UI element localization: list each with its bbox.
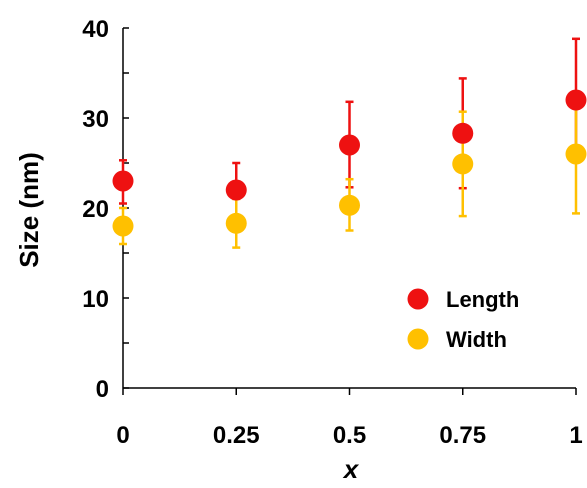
y-tick-label: 10 (82, 286, 109, 313)
x-tick-label: 0.5 (333, 422, 366, 449)
width-point (339, 194, 360, 216)
legend-marker-length (407, 288, 429, 310)
x-axis: 0 0.25 0.5 0.75 1 (116, 388, 583, 449)
length-point (225, 179, 247, 201)
x-axis-title: x (342, 454, 360, 484)
x-tick-label: 0.25 (213, 422, 260, 449)
x-tick-label: 0.75 (439, 422, 486, 449)
legend-label-width: Width (446, 327, 507, 352)
width-point (565, 143, 587, 165)
y-axis-title: Size (nm) (14, 152, 44, 268)
x-tick-label: 1 (569, 422, 582, 449)
width-point (112, 215, 134, 237)
legend: Length Width (407, 287, 519, 352)
y-axis: 0 10 20 30 40 (82, 16, 129, 403)
length-point (339, 134, 360, 156)
legend-marker-width (407, 328, 429, 350)
legend-label-length: Length (446, 287, 519, 312)
x-tick-label: 0 (116, 422, 129, 449)
y-tick-label: 30 (82, 106, 109, 133)
y-tick-label: 20 (82, 196, 109, 223)
y-tick-label: 40 (82, 16, 109, 43)
y-tick-label: 0 (96, 376, 109, 403)
length-point (112, 170, 134, 192)
data-points (112, 89, 587, 237)
length-point (452, 122, 474, 144)
width-point (452, 153, 474, 175)
length-point (565, 89, 587, 111)
width-point (225, 212, 247, 234)
